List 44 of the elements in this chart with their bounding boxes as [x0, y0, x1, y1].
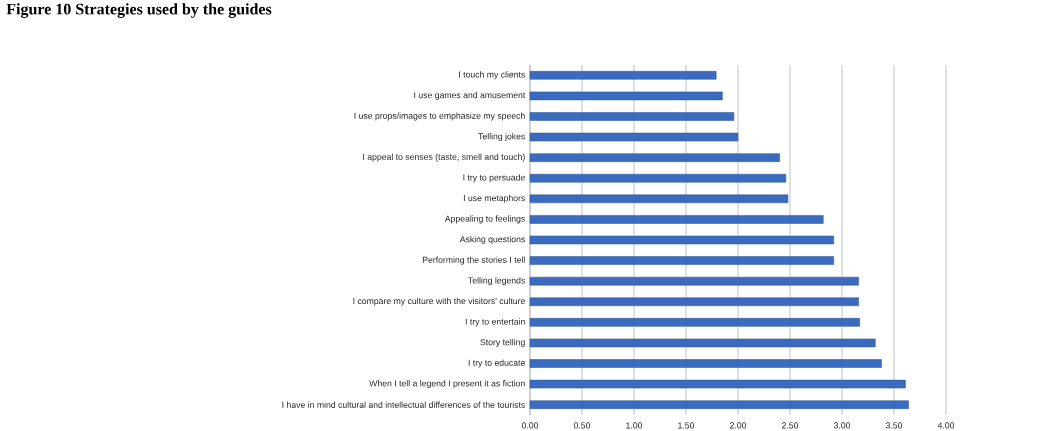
y-tick-label: When I tell a legend I present it as fiction [369, 380, 525, 389]
x-tick-label: 3.50 [885, 422, 903, 429]
bar [529, 153, 780, 162]
y-tick-label: I try to persuade [463, 174, 525, 183]
bar [529, 215, 824, 224]
bar [529, 91, 723, 101]
text: Figure 10 Strategies used by the guides [6, 3, 272, 18]
y-tick-label: I try to educate [468, 359, 525, 368]
bar [529, 112, 735, 121]
x-tick-label: 0.00 [521, 422, 539, 429]
x-tick-label: 1.00 [626, 422, 643, 429]
bar [529, 235, 834, 245]
y-tick-label: I appeal to senses (taste, smell and touch) [363, 153, 525, 162]
bar [529, 359, 882, 368]
bar [529, 194, 789, 204]
bar [529, 318, 860, 327]
y-tick-label: Performing the stories I tell [422, 256, 525, 265]
y-tick-label: I compare my culture with the visitors' culture [353, 297, 525, 306]
bar [529, 132, 739, 142]
y-tick-label: Telling legends [468, 277, 525, 286]
bar [529, 173, 787, 183]
x-tick-label: 4.00 [937, 422, 955, 429]
bar [529, 71, 717, 80]
y-tick-label: I have in mind cultural and intellectual differences of the tourists [282, 401, 525, 408]
y-tick-label: I use metaphors [463, 194, 525, 203]
y-tick-label: I use props/images to emphasize my speech [354, 112, 525, 121]
x-tick-label: 2.50 [782, 422, 799, 429]
x-tick-label: 3.00 [833, 422, 851, 429]
y-tick-label: Story telling [480, 338, 525, 347]
y-tick-label: Telling jokes [478, 133, 525, 142]
x-tick-label: 0.50 [573, 422, 591, 429]
y-tick-label: I use games and amusement [414, 91, 526, 100]
y-tick-label: Appealing to feelings [444, 215, 525, 224]
bar [529, 379, 906, 389]
bar [529, 297, 859, 307]
bar [529, 338, 876, 348]
x-tick-label: 2.00 [730, 422, 747, 429]
bar [529, 276, 859, 286]
y-tick-label: I try to entertain [465, 318, 525, 327]
y-tick-label: I touch my clients [459, 71, 525, 80]
bar [529, 400, 909, 409]
bar [529, 256, 834, 265]
y-tick-label: Asking questions [459, 235, 525, 245]
x-tick-label: 1.50 [678, 422, 695, 429]
